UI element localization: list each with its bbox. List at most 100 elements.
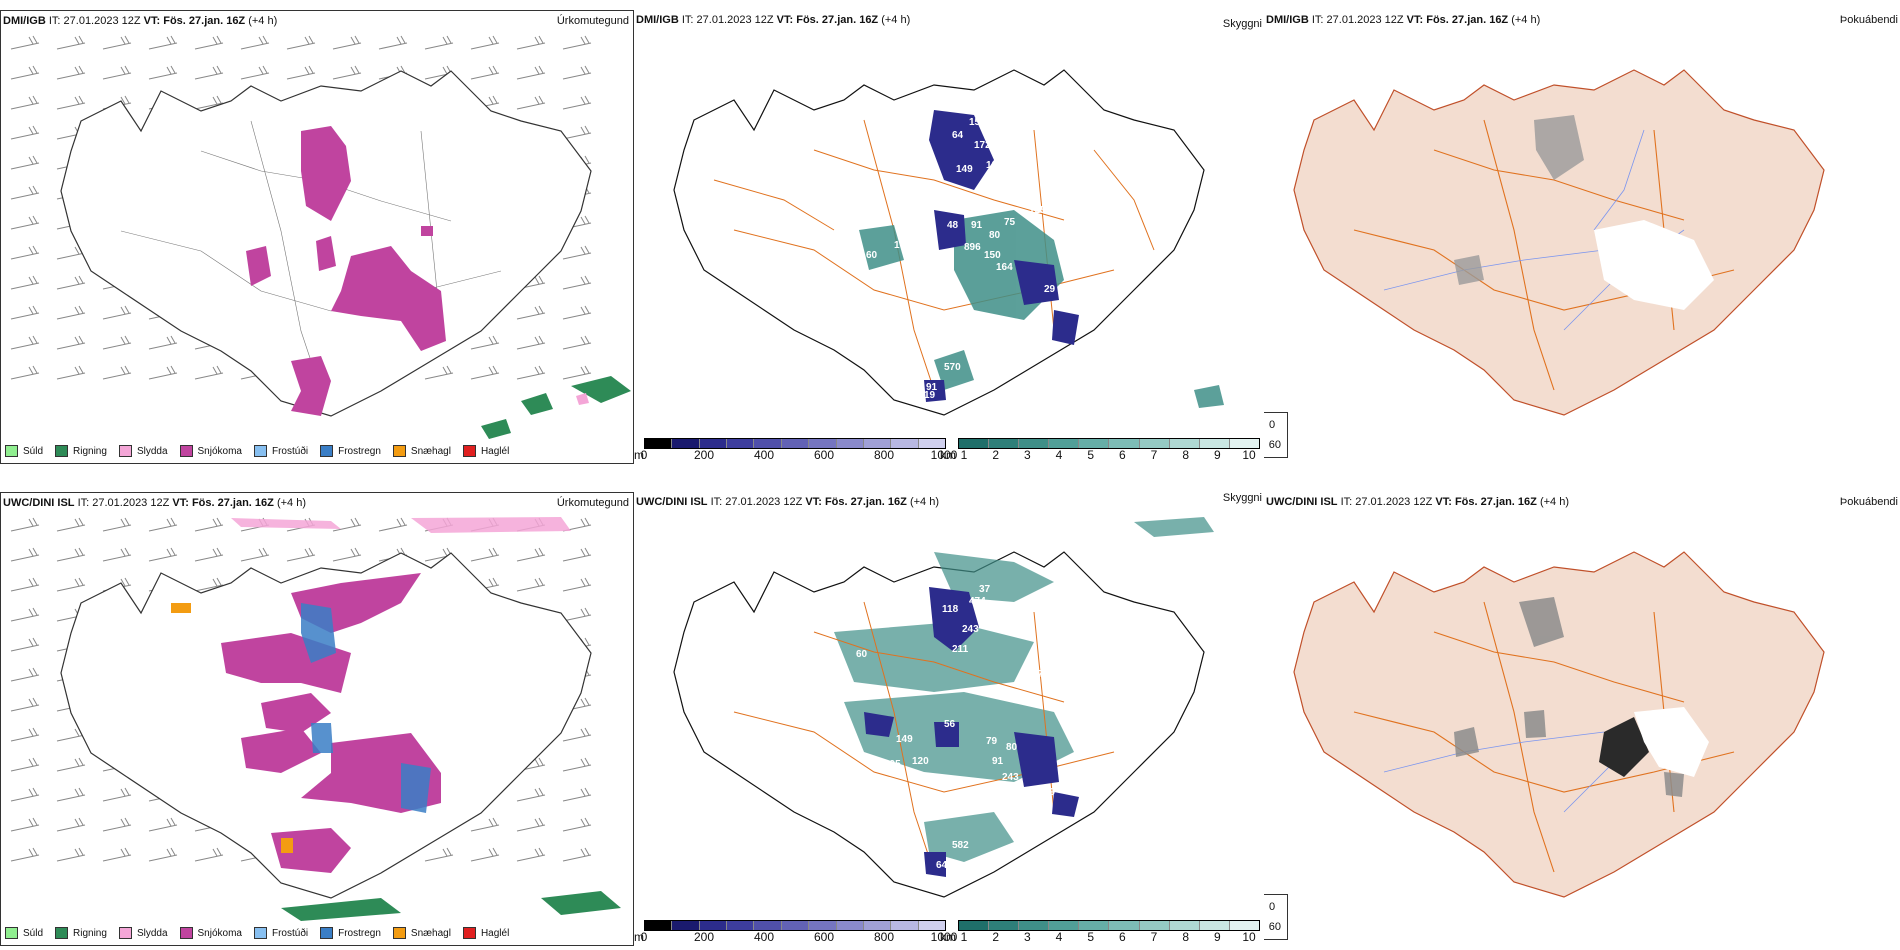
wind-barb: [10, 215, 40, 230]
visibility-value-label: 79: [986, 736, 998, 747]
visibility-value-label: 164: [996, 262, 1013, 273]
wind-barb: [562, 727, 592, 742]
wind-barb: [102, 787, 132, 802]
colorbar-cell: [781, 439, 810, 448]
wind-barb: [56, 35, 86, 50]
visibility-colorbar-km: [958, 920, 1260, 931]
iceland-outline: [1293, 551, 1825, 898]
precip-panel-row2: UWC/DINI ISL IT: 27.01.2023 12Z VT: Fös.…: [0, 492, 634, 946]
wind-barb: [516, 305, 546, 320]
colorbar-cell: [959, 921, 990, 930]
legend-item: Slydda: [118, 927, 168, 939]
fog-white-area: [1594, 220, 1714, 310]
colorbar-cell: [863, 921, 892, 930]
visibility-panel-row2: UWC/DINI ISL IT: 27.01.2023 12Z VT: Fös.…: [634, 492, 1264, 946]
visibility-value-label: 37: [1032, 669, 1044, 680]
fog-legend: 0 60: [1264, 412, 1288, 458]
colorbar-cell: [645, 439, 673, 448]
wind-barb: [562, 577, 592, 592]
wind-barb: [516, 577, 546, 592]
wind-barb: [424, 365, 454, 380]
wind-barb: [56, 305, 86, 320]
colorbar-cell: [1139, 439, 1170, 448]
colorbar-cell: [781, 921, 810, 930]
tick-label: 0: [640, 930, 648, 944]
sleet-strip: [231, 517, 571, 533]
colorbar-cell: [918, 439, 945, 448]
wind-barb: [240, 65, 270, 80]
wind-barb: [148, 847, 178, 862]
precip-map: [10, 517, 621, 921]
visibility-value-label: 474: [969, 596, 986, 607]
tick-label: 9: [1213, 448, 1221, 462]
colorbar-cell: [1019, 439, 1050, 448]
visibility-value-label: 75: [1004, 217, 1016, 228]
rain-areas: [281, 891, 621, 921]
panel-name: Þokuábendi: [1839, 496, 1898, 508]
legend-swatch: [5, 445, 18, 457]
colorbar-cell: [645, 921, 673, 930]
wind-barb: [56, 547, 86, 562]
fog-panel-row1: DMI/IGB IT: 27.01.2023 12Z VT: Fös. 27.j…: [1264, 10, 1900, 464]
tick-label: 400: [753, 930, 775, 944]
tick-label: 600: [813, 448, 835, 462]
wind-barb: [10, 517, 40, 532]
colorbar-cell: [1109, 439, 1140, 448]
colorbar-cell: [1199, 439, 1230, 448]
visibility-value-label: 60: [856, 649, 868, 660]
panel-title: UWC/DINI ISL IT: 27.01.2023 12Z VT: Fös.…: [1266, 496, 1569, 508]
panel-name: Úrkomutegund: [556, 497, 629, 509]
colorbar-cell: [1079, 439, 1110, 448]
legend-item: Rigning: [55, 445, 107, 457]
wind-barb: [10, 757, 40, 772]
wind-barb: [562, 65, 592, 80]
colorbar-cell: [727, 921, 755, 930]
tick-label: 1000: [930, 930, 958, 944]
visibility-value-label: 64: [936, 860, 948, 871]
legend-swatch: [55, 445, 69, 457]
legend-swatch: [5, 927, 18, 939]
wind-barb: [470, 65, 500, 80]
wind-barb: [194, 547, 224, 562]
wind-barb: [194, 847, 224, 862]
wind-barb: [10, 245, 40, 260]
tick-label: 3: [1023, 448, 1031, 462]
legend-swatch: [55, 927, 69, 939]
wind-barb: [562, 335, 592, 350]
wind-barb: [10, 697, 40, 712]
visibility-value-label: 173: [894, 240, 911, 251]
tick-label: 8: [1182, 930, 1189, 944]
fog-legend-row: 0: [1264, 899, 1281, 915]
tick-label: 4: [1055, 930, 1063, 944]
wind-barb: [470, 547, 500, 562]
wind-barb: [240, 35, 270, 50]
visibility-value-label: 39: [1044, 787, 1056, 798]
wind-barb: [516, 365, 546, 380]
wind-barb: [562, 547, 592, 562]
visibility-value-label: 29: [1044, 284, 1056, 295]
fog-white-area: [1634, 707, 1709, 777]
legend-item: Súld: [5, 445, 43, 457]
colorbar-cell: [699, 439, 728, 448]
wind-barb: [562, 817, 592, 832]
legend-item: Frostregn: [320, 927, 381, 939]
wind-barb: [562, 95, 592, 110]
legend-swatch: [179, 927, 193, 939]
legend-item: Haglél: [462, 445, 509, 457]
visibility-value-label: 149: [956, 164, 973, 175]
tick-label: 5: [1087, 930, 1094, 944]
visibility-colorbar-km: [958, 438, 1260, 449]
visibility-value-label: 91: [971, 220, 983, 231]
visibility-value-label: 91: [992, 756, 1004, 767]
wind-barb: [148, 35, 178, 50]
precip-map: [10, 35, 631, 439]
wind-barb: [102, 65, 132, 80]
wind-barb: [102, 35, 132, 50]
fog-legend-row: 60: [1264, 437, 1281, 453]
legend-item: Slydda: [118, 445, 168, 457]
colorbar-cell: [891, 921, 919, 930]
wind-barb: [194, 65, 224, 80]
wind-barb: [10, 305, 40, 320]
